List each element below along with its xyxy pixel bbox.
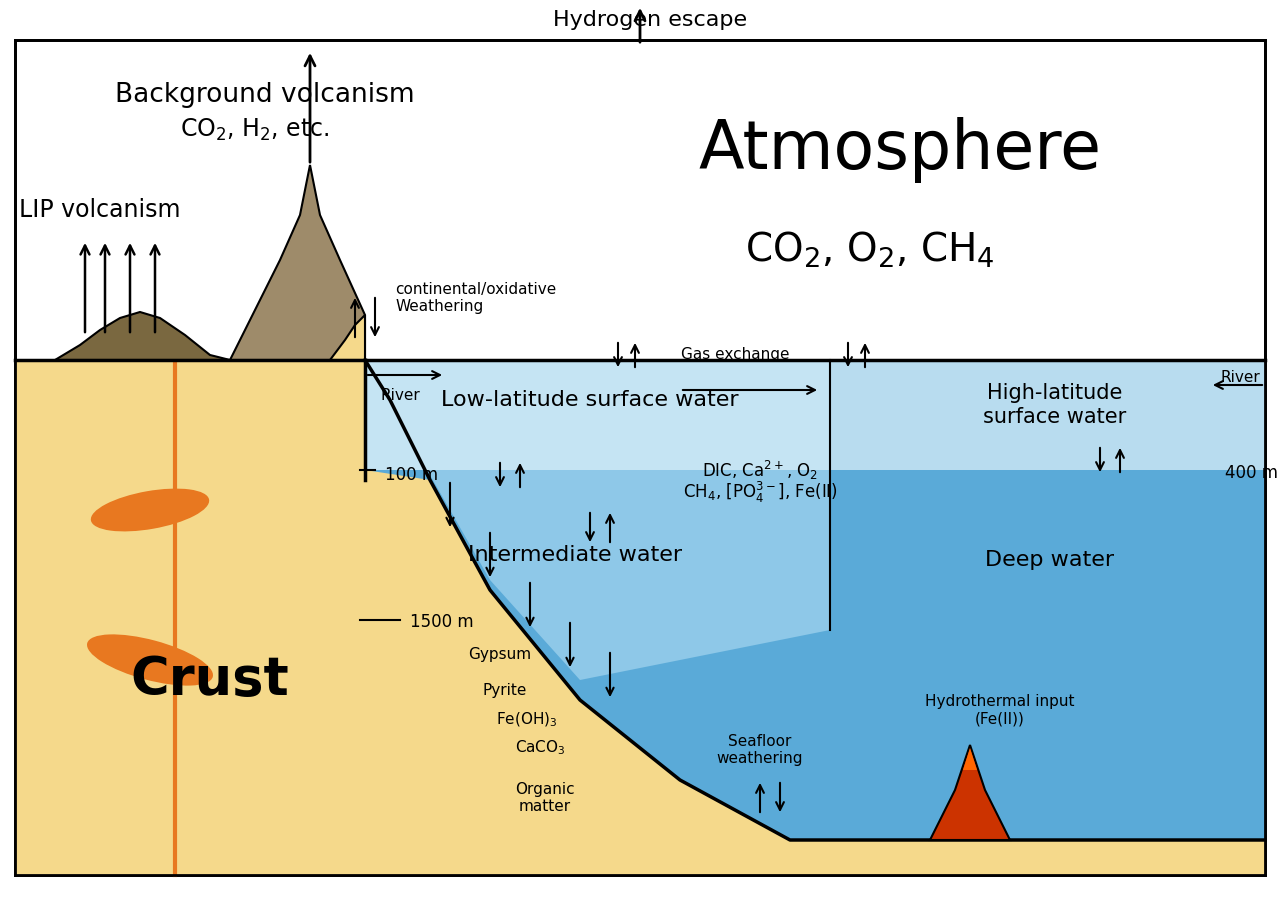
- Text: 1500 m: 1500 m: [410, 613, 474, 631]
- Text: CaCO$_3$: CaCO$_3$: [515, 739, 566, 757]
- Polygon shape: [330, 315, 365, 360]
- Polygon shape: [230, 165, 365, 360]
- Bar: [829, 360, 1265, 470]
- Polygon shape: [15, 360, 1265, 875]
- Text: Organic
matter: Organic matter: [515, 782, 575, 814]
- Text: DIC, Ca$^{2+}$, O$_2$: DIC, Ca$^{2+}$, O$_2$: [701, 458, 818, 482]
- Text: Hydrothermal input
(Fe(II)): Hydrothermal input (Fe(II)): [925, 694, 1075, 726]
- Text: Low-latitude surface water: Low-latitude surface water: [442, 390, 739, 410]
- Text: Atmosphere: Atmosphere: [699, 117, 1102, 183]
- Ellipse shape: [91, 488, 209, 532]
- Bar: [365, 360, 1265, 470]
- Bar: [829, 360, 1265, 470]
- Polygon shape: [365, 360, 829, 680]
- Text: Seafloor
weathering: Seafloor weathering: [717, 733, 804, 767]
- Text: Background volcanism: Background volcanism: [115, 82, 415, 108]
- Polygon shape: [931, 745, 1010, 840]
- Text: LIP volcanism: LIP volcanism: [19, 198, 180, 222]
- Ellipse shape: [87, 634, 212, 686]
- Text: Gypsum: Gypsum: [468, 647, 531, 663]
- Text: Crust: Crust: [131, 654, 289, 706]
- Polygon shape: [963, 748, 977, 770]
- Text: 400 m: 400 m: [1225, 464, 1277, 482]
- Text: 100 m: 100 m: [385, 466, 438, 484]
- Text: Deep water: Deep water: [986, 550, 1115, 570]
- Text: CO$_2$, O$_2$, CH$_4$: CO$_2$, O$_2$, CH$_4$: [745, 230, 995, 270]
- Text: CO$_2$, H$_2$, etc.: CO$_2$, H$_2$, etc.: [180, 117, 330, 143]
- Text: Fe(OH)$_3$: Fe(OH)$_3$: [497, 711, 558, 729]
- Polygon shape: [365, 380, 829, 780]
- Text: Pyrite: Pyrite: [483, 682, 526, 698]
- Text: continental/oxidative
Weathering: continental/oxidative Weathering: [396, 282, 557, 314]
- Text: Intermediate water: Intermediate water: [468, 545, 682, 565]
- Polygon shape: [365, 360, 1265, 840]
- Text: River: River: [380, 387, 420, 402]
- Text: River: River: [1220, 371, 1260, 386]
- Text: High-latitude
surface water: High-latitude surface water: [983, 384, 1126, 427]
- Text: Hydrogen escape: Hydrogen escape: [553, 10, 748, 30]
- Text: Gas exchange: Gas exchange: [681, 348, 790, 363]
- Bar: [365, 360, 1265, 470]
- Text: CH$_4$, [PO$_4^{3-}$], Fe(II): CH$_4$, [PO$_4^{3-}$], Fe(II): [682, 479, 837, 505]
- Polygon shape: [55, 312, 230, 360]
